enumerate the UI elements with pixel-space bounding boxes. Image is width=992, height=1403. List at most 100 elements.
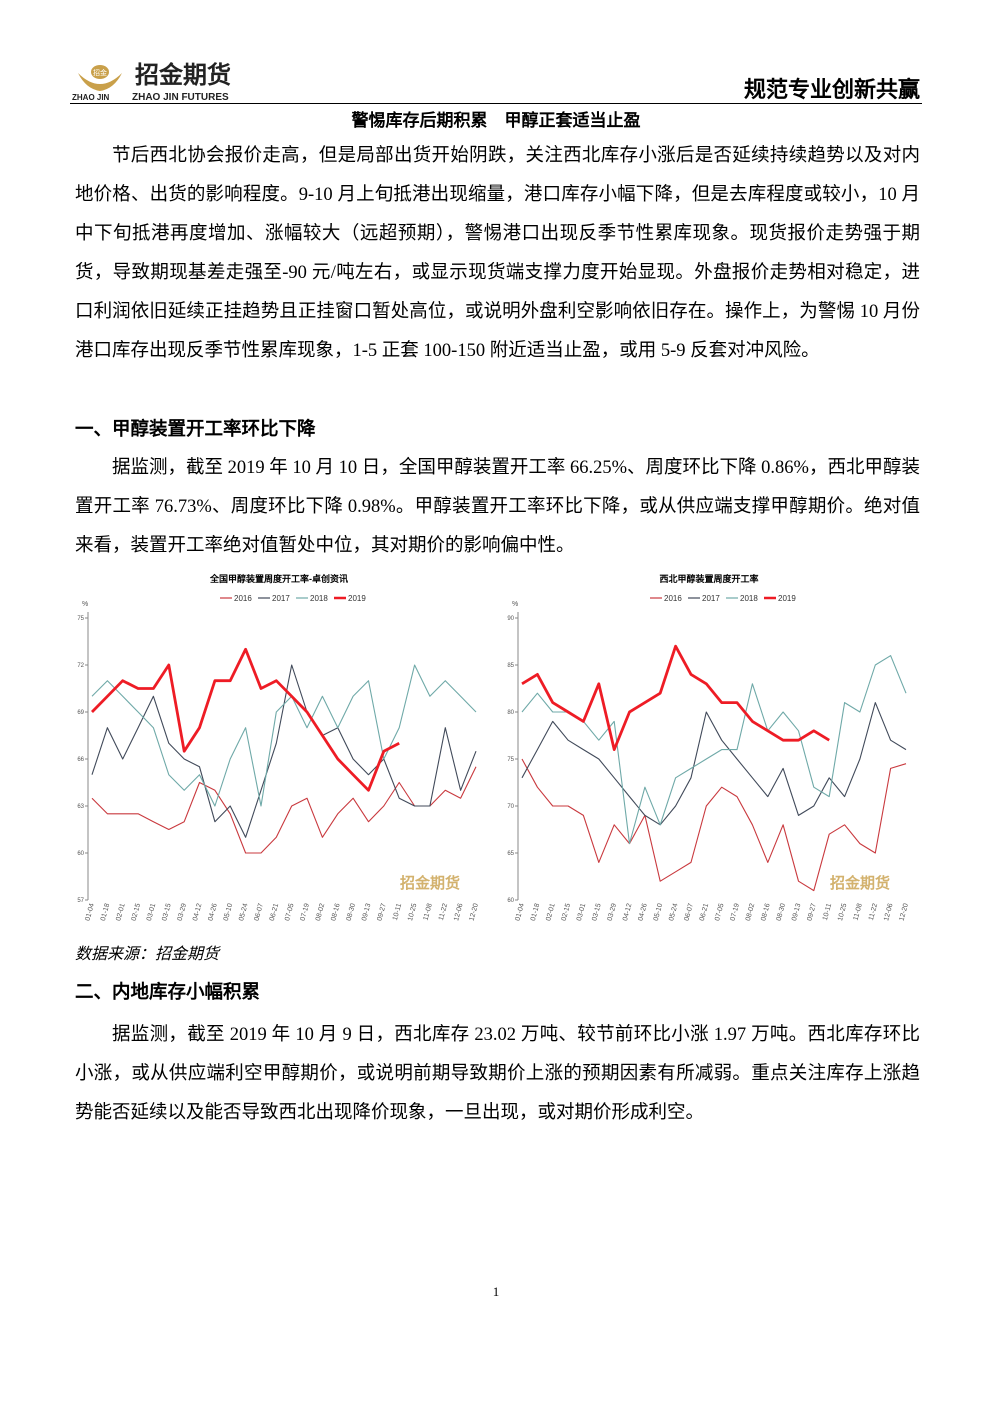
series-line [521, 644, 830, 751]
y-tick-label: 70 [507, 804, 514, 810]
x-tick-label: 07-05 [714, 903, 725, 922]
x-tick-label: 04-26 [637, 903, 648, 922]
x-tick-label: 04-26 [207, 903, 218, 922]
x-tick-label: 07-19 [300, 903, 311, 922]
x-tick-label: 08-30 [776, 903, 787, 922]
y-tick-label: 65 [507, 851, 514, 857]
x-tick-label: 03-01 [146, 903, 157, 922]
x-tick-label: 02-01 [545, 903, 556, 922]
x-tick-label: 06-07 [683, 903, 694, 922]
page-number: 1 [492, 1284, 500, 1299]
x-tick-label: 02-01 [115, 903, 126, 922]
y-tick-label: 63 [77, 804, 84, 810]
y-tick-label: 57 [77, 898, 84, 904]
x-tick-label: 08-30 [346, 903, 357, 922]
paragraph: 据监测，截至 2019 年 10 月 10 日，全国甲醇装置开工率 66.25%… [75, 458, 920, 556]
x-tick-label: 11-22 [868, 903, 879, 922]
x-tick-label: 10-11 [822, 903, 833, 922]
watermark: 招金期货 [830, 874, 890, 892]
x-tick-label: 10-25 [407, 903, 418, 922]
y-tick-label: 85 [507, 663, 514, 669]
x-tick-label: 12-20 [899, 903, 910, 922]
y-tick-label: 75 [507, 757, 514, 763]
logo-en: ZHAO JIN FUTURES [132, 92, 229, 103]
y-tick-label: 75 [77, 616, 84, 622]
legend-label: 2017 [272, 594, 290, 603]
y-tick-label: 80 [507, 710, 514, 716]
x-tick-label: 03-15 [591, 903, 602, 922]
x-tick-label: 09-13 [361, 903, 372, 922]
legend-label: 2017 [702, 594, 720, 603]
series-line [91, 647, 400, 792]
legend-label: 2019 [778, 594, 796, 603]
x-tick-label: 06-21 [699, 903, 710, 922]
x-tick-label: 11-22 [438, 903, 449, 922]
x-tick-label: 02-15 [131, 903, 142, 922]
doc-title: 警惕库存后期积累 甲醇正套适当止盈 [351, 111, 641, 131]
x-tick-label: 11-08 [423, 903, 434, 922]
logo-en-left: ZHAO JIN [72, 93, 110, 102]
x-tick-label: 02-15 [561, 903, 572, 922]
chart: 全国甲醇装置周度开工率-卓创资讯 2016 2017 2018 2019% 57 60 63 6… [77, 573, 480, 922]
series-line [521, 655, 907, 845]
x-tick-label: 10-25 [837, 903, 848, 922]
slogan: 规范专业创新共赢 [743, 78, 920, 103]
series-line [91, 664, 477, 807]
x-tick-label: 01-18 [530, 903, 541, 922]
logo-cn: 招金期货 [135, 61, 231, 89]
y-tick-label: 72 [77, 663, 84, 669]
x-tick-label: 06-07 [253, 903, 264, 922]
chart: 西北甲醇装置周度开工率 2016 2017 2018 2019% 60 65 70 75 80 85… [507, 573, 910, 922]
x-tick-label: 10-11 [392, 903, 403, 922]
logo-shape [91, 65, 109, 79]
y-tick-label: 69 [77, 710, 84, 716]
x-tick-label: 01-18 [100, 903, 111, 922]
legend-label: 2016 [664, 594, 682, 603]
x-tick-label: 09-13 [791, 903, 802, 922]
chart-title: 西北甲醇装置周度开工率 [659, 573, 758, 584]
y-tick-label: 90 [507, 616, 514, 622]
series-line [521, 702, 907, 826]
x-tick-label: 04-12 [192, 903, 203, 922]
x-tick-label: 05-10 [653, 903, 664, 922]
x-tick-label: 08-02 [745, 903, 756, 922]
x-tick-label: 03-15 [161, 903, 172, 922]
x-tick-label: 01-04 [515, 903, 526, 922]
x-tick-label: 01-04 [85, 903, 96, 922]
x-tick-label: 08-16 [330, 903, 341, 922]
y-tick-label: 60 [507, 898, 514, 904]
y-unit: % [512, 601, 518, 608]
watermark: 招金期货 [400, 874, 460, 892]
x-tick-label: 03-29 [177, 903, 188, 922]
y-tick-label: 60 [77, 851, 84, 857]
x-tick-label: 12-06 [883, 903, 894, 922]
x-tick-label: 11-08 [853, 903, 864, 922]
paragraph: 据监测，截至 2019 年 10 月 9 日，西北库存 23.02 万吨、较节前… [75, 1025, 920, 1123]
logo-shape [78, 73, 122, 91]
x-tick-label: 06-21 [269, 903, 280, 922]
x-tick-label: 08-16 [760, 903, 771, 922]
x-tick-label: 09-27 [806, 903, 817, 922]
x-tick-label: 05-10 [223, 903, 234, 922]
logo: 招金 招金期货 ZHAO JIN ZHAO JIN FUTURES [72, 61, 231, 103]
x-tick-label: 05-24 [238, 903, 249, 922]
header-rule [70, 103, 922, 104]
legend-label: 2018 [740, 594, 758, 603]
section-heading: 二、内地库存小幅积累 [75, 982, 261, 1003]
x-tick-label: 03-01 [576, 903, 587, 922]
x-tick-label: 07-05 [284, 903, 295, 922]
x-tick-label: 07-19 [730, 903, 741, 922]
x-tick-label: 12-06 [453, 903, 464, 922]
series-line [91, 766, 477, 854]
series-line [521, 758, 907, 892]
x-tick-label: 09-27 [376, 903, 387, 922]
logo-badge: 招金 [93, 68, 107, 77]
legend-label: 2016 [234, 594, 252, 603]
x-tick-label: 12-20 [469, 903, 480, 922]
series-line [91, 664, 477, 838]
legend-label: 2019 [348, 594, 366, 603]
chart-title: 全国甲醇装置周度开工率-卓创资讯 [209, 573, 348, 584]
section-heading: 一、甲醇装置开工率环比下降 [75, 419, 316, 440]
y-tick-label: 66 [77, 757, 84, 763]
